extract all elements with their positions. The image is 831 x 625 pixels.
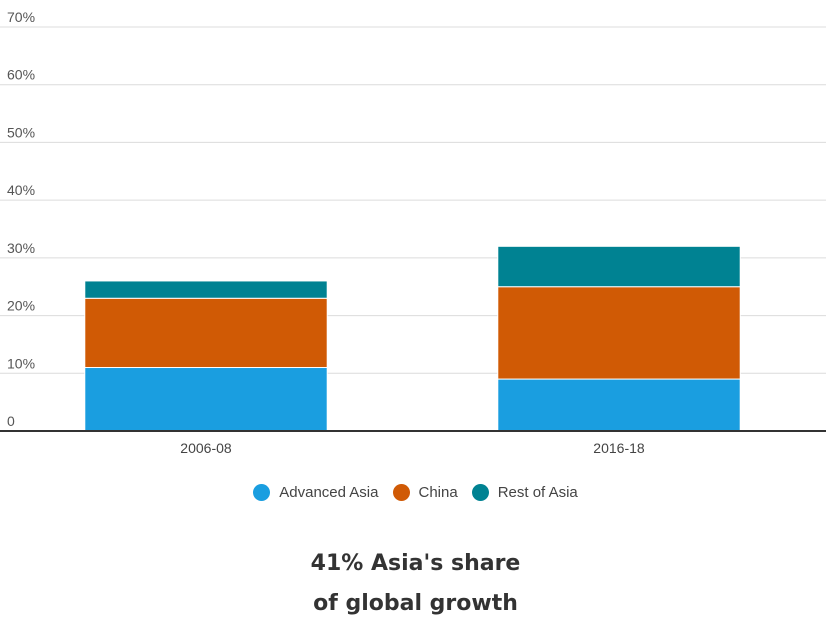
y-tick-label: 20%	[7, 298, 35, 314]
bar-segment-advanced-asia	[497, 378, 741, 432]
bar-segment-rest-of-asia	[497, 245, 741, 288]
x-axis-labels: 2006-08 2016-18	[180, 440, 645, 456]
y-tick-label: 70%	[7, 9, 35, 25]
y-tick-label: 50%	[7, 124, 35, 140]
bar-segment-china	[84, 297, 328, 369]
legend-label: Advanced Asia	[279, 484, 379, 501]
y-tick-label: 30%	[7, 240, 35, 256]
legend-swatch-icon	[471, 484, 489, 501]
x-category-label: 2016-18	[593, 440, 645, 456]
legend-item: Advanced Asia	[253, 484, 379, 501]
y-tick-label: 60%	[7, 67, 35, 83]
stacked-bar-chart: 0 10% 20% 30% 40% 50% 60% 70% 2006-08 2016-18	[0, 9, 826, 456]
legend-swatch-icon	[253, 484, 271, 501]
y-axis-ticks: 0 10% 20% 30% 40% 50% 60% 70%	[7, 9, 35, 429]
legend-label: Rest of Asia	[497, 484, 578, 501]
bar-segment-rest-of-asia	[84, 280, 328, 299]
legend-item: China	[392, 484, 458, 501]
bar-segment-china	[497, 286, 741, 380]
headline-line-2: of global growth	[313, 591, 518, 616]
legend-item: Rest of Asia	[471, 484, 578, 501]
bars	[84, 245, 741, 432]
legend-swatch-icon	[392, 484, 410, 501]
y-tick-label: 10%	[7, 355, 35, 371]
x-category-label: 2006-08	[180, 440, 232, 456]
y-tick-label: 0	[7, 413, 15, 429]
legend: Advanced Asia China Rest of Asia	[0, 484, 831, 501]
legend-label: China	[418, 484, 458, 501]
bar-segment-advanced-asia	[84, 367, 328, 432]
y-tick-label: 40%	[7, 182, 35, 198]
headline-line-1: 41% Asia's share	[310, 551, 521, 576]
